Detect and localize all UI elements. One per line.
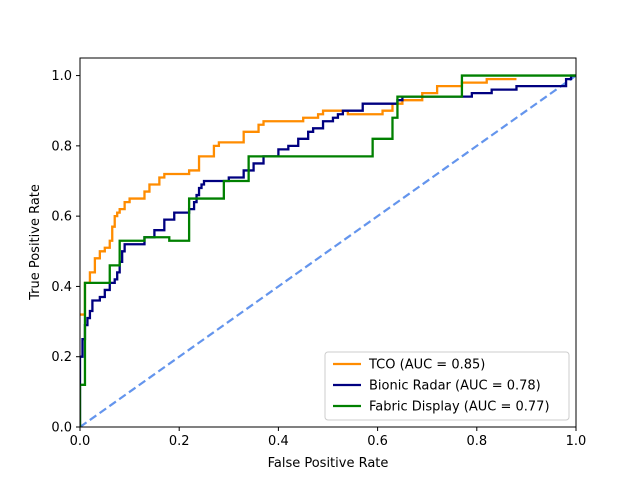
series-line-2 xyxy=(80,74,576,427)
y-tick-label: 0.2 xyxy=(51,350,72,365)
y-tick-label: 0.0 xyxy=(51,421,72,436)
x-tick-label: 0.6 xyxy=(367,434,388,449)
x-tick-label: 1.0 xyxy=(566,434,587,449)
legend-label-2: Fabric Display (AUC = 0.77) xyxy=(369,400,550,415)
y-tick-label: 0.4 xyxy=(51,280,72,295)
plot-area xyxy=(80,74,576,427)
x-axis-label: False Positive Rate xyxy=(268,456,389,471)
x-tick-label: 0.0 xyxy=(70,434,91,449)
series-line-1 xyxy=(80,74,576,427)
x-tick-label: 0.2 xyxy=(169,434,190,449)
axes-frame xyxy=(79,57,577,428)
legend-label-1: Bionic Radar (AUC = 0.78) xyxy=(369,379,541,394)
x-tick-label: 0.8 xyxy=(466,434,487,449)
series-line-0 xyxy=(80,77,517,316)
y-tick-label: 0.8 xyxy=(51,139,72,154)
legend: TCO (AUC = 0.85) Bionic Radar (AUC = 0.78… xyxy=(324,351,570,421)
axes: 0.0 0.2 0.4 0.6 0.8 1.0 0.0 0.2 0.4 0.6 0.8 1.0 xyxy=(51,57,587,449)
y-tick-label: 1.0 xyxy=(51,69,72,84)
x-tick-label: 0.4 xyxy=(268,434,289,449)
diagonal-reference-line xyxy=(80,74,576,427)
y-axis-label: True Positive Rate xyxy=(28,184,43,301)
legend-box xyxy=(324,351,570,421)
y-tick-label: 0.6 xyxy=(51,210,72,225)
legend-label-0: TCO (AUC = 0.85) xyxy=(368,358,485,373)
